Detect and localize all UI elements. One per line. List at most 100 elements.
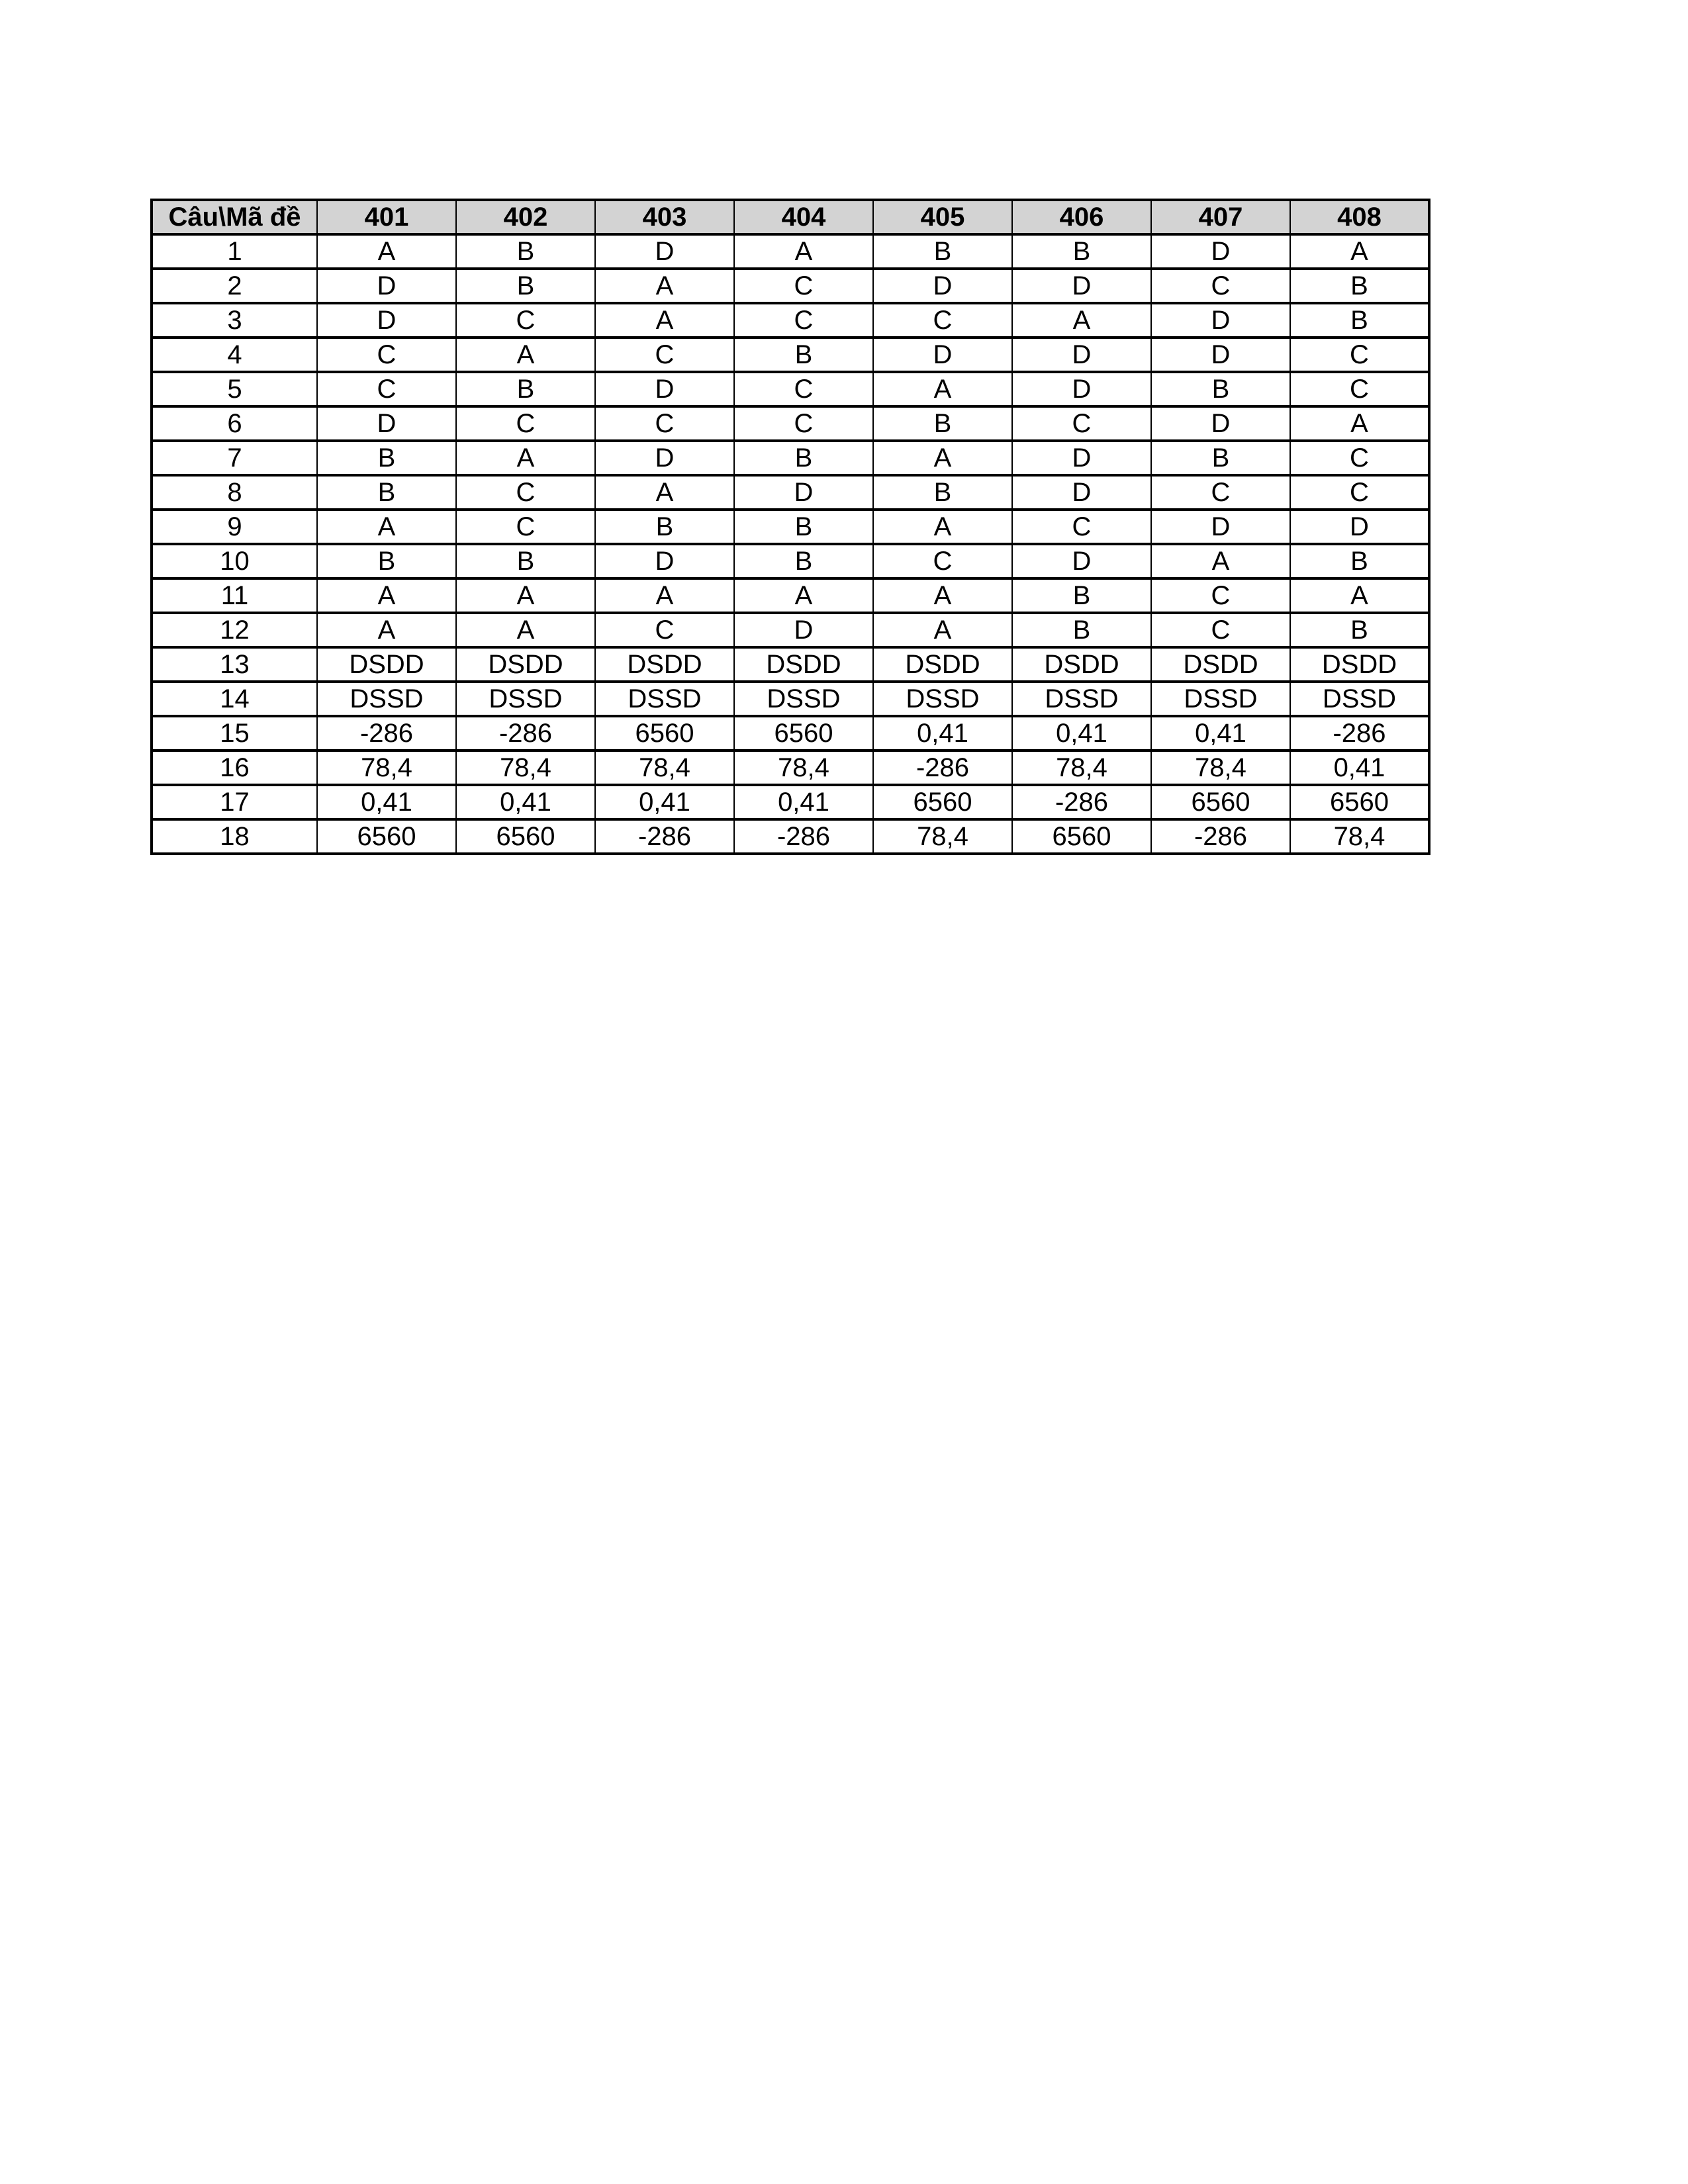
- answer-cell: DSDD: [1289, 646, 1430, 683]
- answer-cell: DSDD: [316, 646, 457, 683]
- answer-cell: C: [1150, 474, 1291, 511]
- answer-cell: A: [1289, 577, 1430, 614]
- answer-cell: C: [455, 302, 596, 339]
- answer-cell: A: [455, 439, 596, 477]
- answer-cell: DSSD: [1011, 680, 1152, 717]
- answer-cell: DSSD: [1289, 680, 1430, 717]
- answer-cell: A: [316, 577, 457, 614]
- answer-cell: A: [1289, 233, 1430, 270]
- exam-code-header-408: 408: [1289, 199, 1430, 236]
- answer-cell: B: [1011, 577, 1152, 614]
- table-row: 12 A A C D A B C B: [151, 612, 1430, 649]
- question-number-cell: 17: [151, 784, 318, 821]
- question-number-cell: 3: [151, 302, 318, 339]
- answer-cell: 0,41: [1011, 715, 1152, 752]
- question-number-cell: 1: [151, 233, 318, 270]
- answer-cell: DSSD: [872, 680, 1013, 717]
- answer-cell: 6560: [1150, 784, 1291, 821]
- answer-cell: A: [1011, 302, 1152, 339]
- answer-cell: C: [872, 543, 1013, 580]
- answer-cell: -286: [594, 818, 735, 855]
- answer-cell: A: [455, 336, 596, 373]
- answer-cell: A: [455, 577, 596, 614]
- answer-cell: B: [1289, 302, 1430, 339]
- answer-cell: 6560: [455, 818, 596, 855]
- answer-cell: A: [594, 302, 735, 339]
- answer-cell: C: [1150, 577, 1291, 614]
- question-number-cell: 7: [151, 439, 318, 477]
- question-number-cell: 6: [151, 405, 318, 442]
- question-number-cell: 16: [151, 749, 318, 786]
- answer-cell: 6560: [316, 818, 457, 855]
- exam-code-header-407: 407: [1150, 199, 1291, 236]
- answer-cell: D: [594, 543, 735, 580]
- exam-code-header-403: 403: [594, 199, 735, 236]
- answer-cell: B: [455, 543, 596, 580]
- answer-cell: DSDD: [733, 646, 874, 683]
- table-row: 13 DSDD DSDD DSDD DSDD DSDD DSDD DSDD DSDD: [151, 646, 1430, 683]
- answer-cell: C: [316, 336, 457, 373]
- answer-cell: A: [872, 439, 1013, 477]
- question-number-cell: 2: [151, 267, 318, 304]
- answer-cell: DSDD: [1011, 646, 1152, 683]
- answer-cell: C: [733, 267, 874, 304]
- answer-cell: C: [1289, 474, 1430, 511]
- answer-cell: D: [1011, 474, 1152, 511]
- answer-cell: DSDD: [1150, 646, 1291, 683]
- answer-cell: C: [455, 474, 596, 511]
- answer-cell: 0,41: [1150, 715, 1291, 752]
- answer-cell: A: [1150, 543, 1291, 580]
- answer-cell: C: [455, 405, 596, 442]
- answer-cell: C: [1289, 439, 1430, 477]
- answer-cell: B: [1289, 543, 1430, 580]
- answer-cell: DSSD: [733, 680, 874, 717]
- answer-cell: C: [1150, 267, 1291, 304]
- answer-cell: 78,4: [1289, 818, 1430, 855]
- answer-cell: B: [1150, 371, 1291, 408]
- answer-cell: B: [1011, 612, 1152, 649]
- answer-cell: D: [1150, 508, 1291, 545]
- answer-cell: -286: [872, 749, 1013, 786]
- answer-cell: 0,41: [872, 715, 1013, 752]
- answer-cell: B: [455, 233, 596, 270]
- answer-cell: C: [1289, 336, 1430, 373]
- question-number-cell: 10: [151, 543, 318, 580]
- answer-cell: D: [1011, 371, 1152, 408]
- answer-cell: C: [594, 612, 735, 649]
- answer-cell: A: [316, 612, 457, 649]
- corner-header-cell: Câu\Mã đề: [151, 199, 318, 236]
- answer-cell: A: [1289, 405, 1430, 442]
- answer-cell: C: [733, 405, 874, 442]
- answer-cell: DSSD: [455, 680, 596, 717]
- answer-cell: D: [316, 302, 457, 339]
- answer-cell: D: [594, 371, 735, 408]
- answer-cell: 78,4: [316, 749, 457, 786]
- answer-cell: A: [594, 267, 735, 304]
- answer-cell: -286: [455, 715, 596, 752]
- question-number-cell: 14: [151, 680, 318, 717]
- answer-cell: 6560: [733, 715, 874, 752]
- question-number-cell: 8: [151, 474, 318, 511]
- answer-cell: DSSD: [1150, 680, 1291, 717]
- table-row: 18 6560 6560 -286 -286 78,4 6560 -286 78,4: [151, 818, 1430, 855]
- answer-cell: A: [455, 612, 596, 649]
- answer-cell: D: [1011, 439, 1152, 477]
- answer-cell: D: [594, 233, 735, 270]
- answer-cell: 0,41: [316, 784, 457, 821]
- answer-cell: DSDD: [455, 646, 596, 683]
- answer-cell: B: [1150, 439, 1291, 477]
- answer-cell: 6560: [1289, 784, 1430, 821]
- question-number-cell: 15: [151, 715, 318, 752]
- answer-cell: C: [455, 508, 596, 545]
- answer-cell: DSSD: [594, 680, 735, 717]
- answer-cell: 0,41: [594, 784, 735, 821]
- answer-cell: A: [316, 508, 457, 545]
